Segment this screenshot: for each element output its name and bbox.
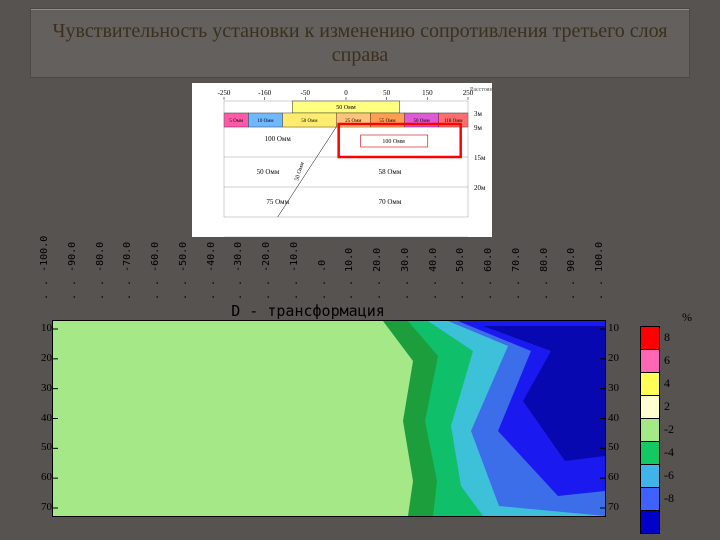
svg-text:50: 50: [383, 89, 391, 97]
svg-text:50 Омм: 50 Омм: [257, 168, 280, 176]
legend-swatch: [640, 326, 660, 349]
svg-text:Расстояние, м: Расстояние, м: [470, 87, 492, 93]
legend-row: [640, 510, 696, 534]
legend-row: 4: [640, 372, 696, 395]
legend-swatch: [640, 372, 660, 395]
x-tick-label: . . 50.0: [455, 248, 466, 300]
legend-row: -4: [640, 441, 696, 464]
y-tick-label: 60: [24, 471, 52, 483]
y-tick-label: 30: [608, 382, 636, 394]
y-tick-label: 20: [608, 352, 636, 364]
legend-label: 8: [664, 330, 670, 345]
svg-text:100 Омм: 100 Омм: [265, 135, 292, 143]
legend-row: 8: [640, 326, 696, 349]
y-axis-right: 10 20 30 40 50 60 70: [608, 320, 636, 515]
x-tick-label: . . -30.0: [233, 242, 244, 300]
legend-row: 2: [640, 395, 696, 418]
x-tick-label: . . 30.0: [400, 248, 411, 300]
y-tick-label: 70: [24, 501, 52, 513]
x-tick-label: . . 70.0: [511, 248, 522, 300]
svg-text:150: 150: [422, 89, 433, 97]
legend-label: -2: [664, 422, 674, 437]
legend-swatch: [640, 441, 660, 464]
svg-text:100 Омм: 100 Омм: [382, 139, 405, 145]
legend-row: -8: [640, 487, 696, 510]
legend-swatch: [640, 464, 660, 487]
x-tick-label: . . -90.0: [67, 242, 78, 300]
svg-text:75 Омм: 75 Омм: [266, 198, 289, 206]
legend-swatch: [640, 418, 660, 441]
legend-label: 2: [664, 399, 670, 414]
svg-text:-50: -50: [301, 89, 311, 97]
x-tick-label: . . 20.0: [372, 248, 383, 300]
legend-swatch: [640, 349, 660, 372]
y-tick-label: 50: [24, 441, 52, 453]
y-tick-label: 70: [608, 501, 636, 513]
legend-swatch: [640, 395, 660, 418]
legend-label: 6: [664, 353, 670, 368]
legend-swatch: [640, 510, 660, 534]
svg-text:58 Омм: 58 Омм: [379, 168, 402, 176]
x-tick-label: . . -40.0: [206, 242, 217, 300]
y-tick-label: 20: [24, 352, 52, 364]
x-tick-label: . . -10.0: [289, 242, 300, 300]
x-tick-label: . . 100.0: [594, 242, 605, 300]
svg-text:9м: 9м: [474, 124, 483, 132]
svg-text:10 Омм: 10 Омм: [257, 119, 274, 124]
legend-row: -6: [640, 464, 696, 487]
svg-text:3м: 3м: [474, 110, 483, 118]
svg-text:50 Омм: 50 Омм: [294, 161, 306, 182]
x-tick-label: . . 10.0: [344, 248, 355, 300]
svg-text:15м: 15м: [474, 154, 486, 162]
x-tick-label: . . 80.0: [539, 248, 550, 300]
y-tick-label: 10: [24, 322, 52, 334]
color-legend: % 8 6 4 2 -2 -4 -6 -8: [640, 310, 696, 534]
y-tick-label: 40: [24, 412, 52, 424]
x-tick-label: . . -80.0: [95, 242, 106, 300]
svg-text:-250: -250: [218, 89, 231, 97]
slide-title: Чувствительность установки к изменению с…: [30, 8, 690, 78]
svg-text:5 Омм: 5 Омм: [229, 119, 244, 124]
legend-label: -6: [664, 468, 674, 483]
x-tick-label: . . -50.0: [178, 242, 189, 300]
legend-label: 4: [664, 376, 670, 391]
svg-text:0: 0: [344, 89, 348, 97]
y-tick-label: 60: [608, 471, 636, 483]
x-tick-label: . . -20.0: [261, 242, 272, 300]
x-tick-label: . . -100.0: [39, 236, 50, 300]
y-tick-label: 40: [608, 412, 636, 424]
y-tick-label: 50: [608, 441, 636, 453]
legend-label: -8: [664, 491, 674, 506]
legend-swatch: [640, 487, 660, 510]
legend-title: %: [640, 310, 696, 325]
legend-label: -4: [664, 445, 674, 460]
y-tick-label: 30: [24, 382, 52, 394]
x-tick-label: . . 40.0: [428, 248, 439, 300]
legend-row: 6: [640, 349, 696, 372]
x-axis-labels: . . -100.0. . -90.0. . -80.0. . -70.0. .…: [50, 248, 605, 300]
legend-row: -2: [640, 418, 696, 441]
svg-text:50 Омм: 50 Омм: [336, 105, 356, 111]
svg-text:70 Омм: 70 Омм: [379, 198, 402, 206]
svg-text:50 Омм: 50 Омм: [301, 119, 318, 124]
x-tick-label: . . -60.0: [150, 242, 161, 300]
x-tick-label: . . 60.0: [483, 248, 494, 300]
x-tick-label: . . .0: [317, 260, 328, 300]
svg-text:-160: -160: [258, 89, 271, 97]
svg-text:20м: 20м: [474, 184, 486, 192]
lower-region: . . -100.0. . -90.0. . -80.0. . -70.0. .…: [8, 248, 712, 528]
y-axis-left: 10 20 30 40 50 60 70: [24, 320, 52, 515]
heatmap: [52, 320, 606, 517]
y-tick-label: 10: [608, 322, 636, 334]
chart-title: D - трансформация: [8, 302, 608, 320]
x-tick-label: . . -70.0: [122, 242, 133, 300]
model-cross-section: -250-160-50050150250Расстояние, м3м9м15м…: [192, 83, 492, 237]
x-tick-label: . . 90.0: [566, 248, 577, 300]
